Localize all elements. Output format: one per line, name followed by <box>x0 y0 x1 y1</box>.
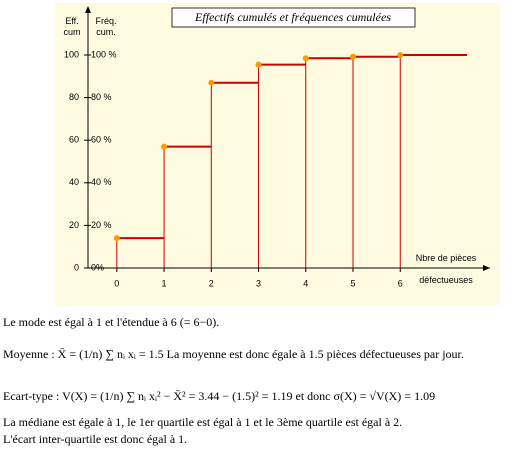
x-tick-label: 0 <box>114 278 119 288</box>
y2-tick-label: 80 % <box>91 92 112 102</box>
text-line: Le mode est égal à 1 et l'étendue à 6 (=… <box>3 315 219 329</box>
y-tick-label: 0 <box>74 262 79 272</box>
y-tick-label: 60 <box>69 135 79 145</box>
x-tick-label: 1 <box>162 278 167 288</box>
y2-tick-label: 20 % <box>91 220 112 230</box>
text-line: La médiane est égale à 1, le 1er quartil… <box>3 415 402 429</box>
y2-tick-label: 100 % <box>91 49 117 59</box>
x-tick-label: 6 <box>398 278 403 288</box>
x-axis-label: Nbre de pièces défectueuses <box>416 253 477 285</box>
x-tick-label: 3 <box>256 278 261 288</box>
point <box>302 55 309 62</box>
point <box>208 79 215 86</box>
y-tick-label: 20 <box>69 220 79 230</box>
y-axis-label: Eff. cum <box>63 16 80 37</box>
point <box>161 143 168 150</box>
y-tick-label: 100 <box>64 49 79 59</box>
y-tick-label: 40 <box>69 177 79 187</box>
point <box>255 61 262 68</box>
x-tick-label: 4 <box>303 278 308 288</box>
point <box>350 53 357 60</box>
point <box>397 52 404 58</box>
chart-title: Effectifs cumulés et fréquences cumulées <box>194 10 391 24</box>
y2-tick-label: 0% <box>91 262 104 272</box>
y-tick-label: 80 <box>69 92 79 102</box>
text-line: L'écart inter-quartile est donc égal à 1… <box>3 432 187 446</box>
y-axis-arrow <box>85 6 91 13</box>
y2-axis-label: Fréq. cum. <box>95 16 116 37</box>
x-tick-label: 2 <box>209 278 214 288</box>
x-tick-label: 5 <box>351 278 356 288</box>
chart-background <box>55 3 500 305</box>
point <box>113 235 120 242</box>
x-axis-arrow <box>483 265 490 271</box>
text-line: Moyenne : X̄ = (1/n) ∑ nᵢ xᵢ = 1.5 La mo… <box>3 347 464 361</box>
y2-tick-label: 40 % <box>91 177 112 187</box>
text-line: Ecart-type : V(X) = (1/n) ∑ nᵢ xᵢ² − X̄²… <box>3 389 435 403</box>
y2-tick-label: 60 % <box>91 135 112 145</box>
title-box <box>171 7 416 28</box>
